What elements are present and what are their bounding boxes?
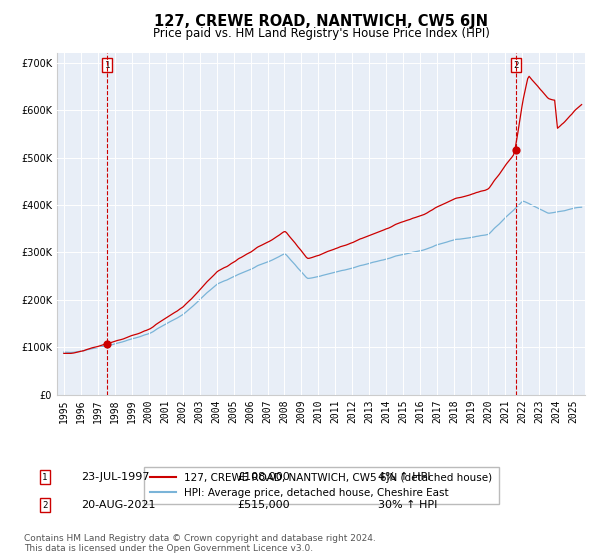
HPI: Average price, detached house, Cheshire East: (2e+03, 1.33e+05): Average price, detached house, Cheshire …	[149, 328, 157, 335]
127, CREWE ROAD, NANTWICH, CW5 6JN (detached house)	[113, 338, 120, 344]
HPI: Average price, detached house, Cheshire East: (2.02e+03, 4.08e+05): Average price, detached house, Cheshire …	[520, 198, 527, 204]
Text: 20-AUG-2021: 20-AUG-2021	[81, 500, 155, 510]
Text: 2: 2	[43, 501, 47, 510]
Text: Price paid vs. HM Land Registry's House Price Index (HPI): Price paid vs. HM Land Registry's House …	[152, 27, 490, 40]
Text: £108,000: £108,000	[237, 472, 290, 482]
Line: HPI: Average price, detached house, Cheshire East: HPI: Average price, detached house, Ches…	[64, 201, 581, 352]
Point	[103, 339, 112, 348]
127, CREWE ROAD, NANTWICH, CW5 6JN (detached house)	[445, 198, 452, 205]
Text: 2: 2	[514, 60, 519, 69]
127, CREWE ROAD, NANTWICH, CW5 6JN (detached house)	[60, 350, 67, 357]
Text: 127, CREWE ROAD, NANTWICH, CW5 6JN: 127, CREWE ROAD, NANTWICH, CW5 6JN	[154, 14, 488, 29]
HPI: Average price, detached house, Cheshire East: (2e+03, 8.93e+04): Average price, detached house, Cheshire …	[66, 349, 73, 356]
HPI: Average price, detached house, Cheshire East: (2e+03, 1.56e+05): Average price, detached house, Cheshire …	[168, 318, 175, 324]
127, CREWE ROAD, NANTWICH, CW5 6JN (detached house)	[66, 350, 73, 357]
127, CREWE ROAD, NANTWICH, CW5 6JN (detached house)	[149, 324, 157, 330]
HPI: Average price, detached house, Cheshire East: (2e+03, 9e+04): Average price, detached house, Cheshire …	[60, 349, 67, 356]
HPI: Average price, detached house, Cheshire East: (2.01e+03, 2.63e+05): Average price, detached house, Cheshire …	[341, 267, 348, 273]
Line: 127, CREWE ROAD, NANTWICH, CW5 6JN (detached house): 127, CREWE ROAD, NANTWICH, CW5 6JN (deta…	[64, 76, 581, 353]
127, CREWE ROAD, NANTWICH, CW5 6JN (detached house)	[341, 242, 348, 249]
Text: £515,000: £515,000	[237, 500, 290, 510]
Text: 23-JUL-1997: 23-JUL-1997	[81, 472, 149, 482]
127, CREWE ROAD, NANTWICH, CW5 6JN (detached house)	[578, 101, 585, 108]
HPI: Average price, detached house, Cheshire East: (2e+03, 1.08e+05): Average price, detached house, Cheshire …	[113, 340, 120, 347]
Text: 1: 1	[104, 60, 110, 69]
Text: 1: 1	[43, 473, 47, 482]
Legend: 127, CREWE ROAD, NANTWICH, CW5 6JN (detached house), HPI: Average price, detache: 127, CREWE ROAD, NANTWICH, CW5 6JN (deta…	[143, 466, 499, 504]
HPI: Average price, detached house, Cheshire East: (2.03e+03, 3.95e+05): Average price, detached house, Cheshire …	[578, 204, 585, 211]
127, CREWE ROAD, NANTWICH, CW5 6JN (detached house)	[416, 213, 424, 220]
Point	[511, 146, 521, 155]
HPI: Average price, detached house, Cheshire East: (2.02e+03, 3.23e+05): Average price, detached house, Cheshire …	[445, 238, 452, 245]
Text: 4% ↑ HPI: 4% ↑ HPI	[378, 472, 431, 482]
HPI: Average price, detached house, Cheshire East: (2.02e+03, 3.03e+05): Average price, detached house, Cheshire …	[416, 248, 424, 254]
Text: 30% ↑ HPI: 30% ↑ HPI	[378, 500, 437, 510]
127, CREWE ROAD, NANTWICH, CW5 6JN (detached house)	[526, 73, 533, 80]
127, CREWE ROAD, NANTWICH, CW5 6JN (detached house)	[168, 311, 175, 318]
Text: Contains HM Land Registry data © Crown copyright and database right 2024.
This d: Contains HM Land Registry data © Crown c…	[24, 534, 376, 553]
